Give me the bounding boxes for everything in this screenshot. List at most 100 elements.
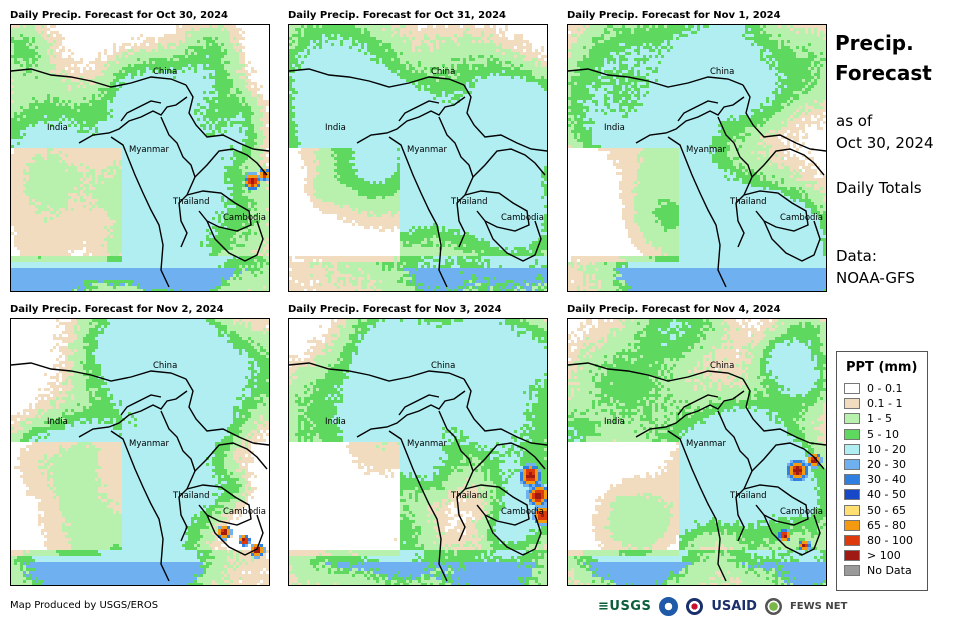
legend-swatch [844, 443, 860, 455]
country-border [677, 394, 719, 416]
country-border [289, 362, 465, 382]
side-title-line1: Precip. [835, 28, 932, 58]
usgs-logo: ≡USGS [598, 599, 651, 614]
usaid-seal-icon [686, 598, 704, 615]
noaa-logo-icon [659, 597, 679, 616]
legend-label: 10 - 20 [867, 443, 906, 456]
panel-title: Daily Precip. Forecast for Nov 2, 2024 [10, 302, 272, 318]
usaid-logo: USAID [711, 599, 757, 614]
legend-swatch [844, 459, 860, 471]
map-label-india: India [325, 123, 346, 133]
country-border [751, 442, 825, 472]
country-border [78, 96, 188, 144]
precip-field [289, 25, 547, 291]
legend-row: 1 - 5 [844, 411, 927, 426]
map-label-china: China [153, 67, 177, 77]
legend-label: > 100 [867, 549, 901, 562]
country-border [398, 394, 440, 416]
legend-swatch [844, 565, 860, 577]
country-border [206, 514, 264, 556]
country-border [289, 68, 465, 88]
country-border [472, 442, 546, 472]
legend-row: 50 - 65 [844, 503, 927, 518]
map-label-india: India [47, 123, 68, 133]
legend-swatch [844, 398, 860, 410]
country-border [463, 378, 547, 446]
country-border [388, 136, 448, 288]
legend: PPT (mm) 0 - 0.1 0.1 - 1 1 - 5 5 - 10 10 - 2… [836, 351, 928, 591]
map-label-china: China [431, 361, 455, 371]
country-border [110, 136, 170, 288]
country-border [484, 514, 542, 556]
country-border [110, 430, 170, 582]
map-label-india: India [325, 417, 346, 427]
map-label-cambodia: Cambodia [501, 213, 544, 223]
data-source: NOAA-GFS [836, 267, 915, 289]
country-border [206, 220, 264, 262]
country-border [763, 220, 821, 262]
precip-map: China India Myanmar Thailand Cambodia [10, 318, 270, 586]
map-label-cambodia: Cambodia [501, 507, 544, 517]
legend-label: 1 - 5 [867, 412, 892, 425]
panel-title: Daily Precip. Forecast for Nov 1, 2024 [567, 8, 829, 24]
legend-label: 20 - 30 [867, 458, 906, 471]
country-border [667, 136, 727, 288]
legend-row: 10 - 20 [844, 442, 927, 457]
map-label-china: China [431, 67, 455, 77]
country-border [635, 390, 745, 438]
country-border [185, 378, 269, 446]
legend-swatch [844, 383, 860, 395]
precip-map: China India Myanmar Thailand Cambodia [288, 24, 548, 292]
map-label-myanmar: Myanmar [686, 145, 726, 155]
country-border [677, 100, 719, 122]
map-label-cambodia: Cambodia [223, 213, 266, 223]
legend-swatch [844, 428, 860, 440]
country-border [472, 148, 546, 178]
country-border [464, 484, 530, 526]
fews-net-logo: FEWS NET [790, 601, 847, 612]
map-label-thailand: Thailand [730, 491, 767, 501]
daily-totals: Daily Totals [836, 177, 922, 199]
panel-title: Daily Precip. Forecast for Nov 4, 2024 [567, 302, 829, 318]
legend-label: 0 - 0.1 [867, 382, 902, 395]
fews-net-globe-icon [764, 598, 782, 615]
map-label-thailand: Thailand [451, 491, 488, 501]
legend-label: 0.1 - 1 [867, 397, 902, 410]
country-border [743, 190, 809, 232]
country-border [194, 148, 268, 178]
country-border [751, 148, 825, 178]
precip-map: China India Myanmar Thailand Cambodia [567, 318, 827, 586]
country-border [120, 100, 162, 122]
legend-label: 30 - 40 [867, 473, 906, 486]
side-title-line2: Forecast [835, 58, 932, 88]
country-border [120, 394, 162, 416]
country-border [667, 430, 727, 582]
panel-title: Daily Precip. Forecast for Oct 30, 2024 [10, 8, 272, 24]
forecast-panel-4: Daily Precip. Forecast for Nov 2, 2024 C… [10, 302, 272, 586]
as-of-block: as of Oct 30, 2024 [836, 110, 934, 154]
legend-row: 40 - 50 [844, 487, 927, 502]
country-border [186, 484, 252, 526]
legend-label: 65 - 80 [867, 519, 906, 532]
precip-field [568, 319, 826, 585]
legend-label: 50 - 65 [867, 504, 906, 517]
precip-field [289, 319, 547, 585]
country-border [763, 514, 821, 556]
precip-map: China India Myanmar Thailand Cambodia [567, 24, 827, 292]
country-border [356, 96, 466, 144]
map-label-thailand: Thailand [173, 491, 210, 501]
map-label-india: India [604, 417, 625, 427]
legend-swatch [844, 489, 860, 501]
country-border [568, 362, 744, 382]
legend-row: No Data [844, 563, 927, 578]
legend-swatch [844, 504, 860, 516]
legend-title: PPT (mm) [846, 360, 927, 375]
as-of-label: as of [836, 110, 934, 132]
country-border [388, 430, 448, 582]
country-border [742, 84, 826, 152]
country-border [186, 190, 252, 232]
precip-field [11, 25, 269, 291]
legend-row: 0 - 0.1 [844, 381, 927, 396]
country-border [484, 220, 542, 262]
map-label-myanmar: Myanmar [129, 439, 169, 449]
